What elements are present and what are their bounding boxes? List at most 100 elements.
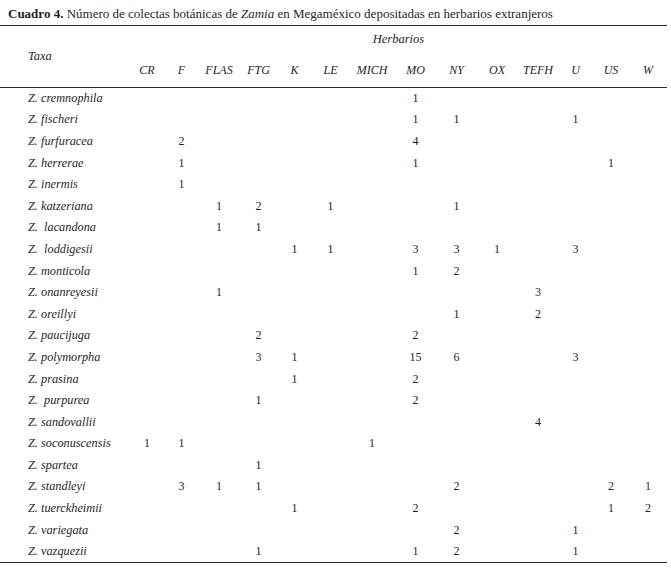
count-cell bbox=[311, 131, 350, 153]
count-cell: 1 bbox=[199, 476, 239, 498]
column-header-mo: MO bbox=[394, 54, 437, 88]
document-page: Cuadro 4. Número de colectas botánicas d… bbox=[0, 0, 671, 578]
count-cell bbox=[199, 433, 239, 455]
count-cell: 2 bbox=[239, 195, 278, 217]
count-cell: 1 bbox=[278, 347, 311, 369]
count-cell bbox=[593, 519, 629, 541]
count-cell bbox=[629, 88, 667, 110]
count-cell: 1 bbox=[278, 498, 311, 520]
count-cell bbox=[130, 411, 164, 433]
count-cell bbox=[130, 476, 164, 498]
count-cell bbox=[164, 519, 199, 541]
count-cell bbox=[476, 303, 518, 325]
count-cell bbox=[629, 368, 667, 390]
table-row: Z. loddigesii113313 bbox=[0, 239, 667, 261]
count-cell bbox=[199, 498, 239, 520]
count-cell bbox=[350, 541, 394, 563]
count-cell: 2 bbox=[629, 498, 667, 520]
count-cell bbox=[394, 174, 437, 196]
count-cell: 1 bbox=[437, 109, 476, 131]
taxon-name: Z. paucijuga bbox=[0, 325, 130, 347]
taxon-name: Z. inermis bbox=[0, 174, 130, 196]
count-cell bbox=[518, 390, 558, 412]
count-cell: 1 bbox=[394, 152, 437, 174]
count-cell bbox=[518, 109, 558, 131]
count-cell bbox=[350, 498, 394, 520]
count-cell bbox=[278, 282, 311, 304]
count-cell bbox=[239, 368, 278, 390]
count-cell: 1 bbox=[239, 476, 278, 498]
count-cell bbox=[629, 390, 667, 412]
count-cell bbox=[199, 260, 239, 282]
table-row: Z. paucijuga22 bbox=[0, 325, 667, 347]
column-header-ftg: FTG bbox=[239, 54, 278, 88]
count-cell bbox=[437, 411, 476, 433]
count-cell bbox=[199, 303, 239, 325]
taxon-name: Z. purpurea bbox=[0, 390, 130, 412]
count-cell bbox=[350, 455, 394, 477]
taxon-name: Z. loddigesii bbox=[0, 239, 130, 261]
count-cell bbox=[199, 88, 239, 110]
count-cell bbox=[629, 455, 667, 477]
count-cell bbox=[394, 217, 437, 239]
count-cell bbox=[350, 347, 394, 369]
count-cell bbox=[518, 433, 558, 455]
count-cell bbox=[239, 282, 278, 304]
count-cell bbox=[199, 541, 239, 563]
count-cell bbox=[593, 411, 629, 433]
count-cell: 3 bbox=[239, 347, 278, 369]
taxon-name: Z. standleyi bbox=[0, 476, 130, 498]
count-cell: 1 bbox=[394, 88, 437, 110]
count-cell bbox=[593, 174, 629, 196]
count-cell: 1 bbox=[199, 282, 239, 304]
count-cell bbox=[558, 433, 593, 455]
count-cell bbox=[278, 260, 311, 282]
count-cell bbox=[476, 174, 518, 196]
count-cell bbox=[518, 131, 558, 153]
taxon-name: Z. furfuracea bbox=[0, 131, 130, 153]
count-cell bbox=[239, 174, 278, 196]
count-cell bbox=[350, 390, 394, 412]
count-cell bbox=[164, 195, 199, 217]
count-cell: 1 bbox=[476, 239, 518, 261]
count-cell bbox=[593, 88, 629, 110]
count-cell bbox=[164, 455, 199, 477]
taxon-name: Z. herrerae bbox=[0, 152, 130, 174]
count-cell bbox=[239, 411, 278, 433]
count-cell bbox=[394, 195, 437, 217]
count-cell: 2 bbox=[394, 390, 437, 412]
count-cell: 1 bbox=[437, 303, 476, 325]
count-cell bbox=[593, 217, 629, 239]
count-cell bbox=[199, 411, 239, 433]
count-cell bbox=[199, 239, 239, 261]
count-cell bbox=[350, 195, 394, 217]
count-cell: 15 bbox=[394, 347, 437, 369]
table-row: Z. variegata21 bbox=[0, 519, 667, 541]
count-cell: 2 bbox=[437, 541, 476, 563]
count-cell bbox=[239, 498, 278, 520]
count-cell bbox=[593, 195, 629, 217]
count-cell bbox=[130, 368, 164, 390]
count-cell bbox=[629, 303, 667, 325]
count-cell bbox=[476, 260, 518, 282]
taxon-name: Z. spartea bbox=[0, 455, 130, 477]
count-cell bbox=[164, 217, 199, 239]
count-cell bbox=[518, 260, 558, 282]
count-cell bbox=[311, 217, 350, 239]
count-cell: 1 bbox=[199, 195, 239, 217]
column-header-mich: MICH bbox=[350, 54, 394, 88]
count-cell bbox=[199, 368, 239, 390]
count-cell: 2 bbox=[437, 260, 476, 282]
taxon-name: Z. katzeriana bbox=[0, 195, 130, 217]
table-row: Z. inermis1 bbox=[0, 174, 667, 196]
count-cell bbox=[476, 476, 518, 498]
count-cell bbox=[311, 88, 350, 110]
count-cell bbox=[476, 131, 518, 153]
count-cell bbox=[558, 455, 593, 477]
count-cell bbox=[239, 519, 278, 541]
column-header-ny: NY bbox=[437, 54, 476, 88]
count-cell bbox=[437, 282, 476, 304]
count-cell bbox=[239, 303, 278, 325]
count-cell bbox=[518, 541, 558, 563]
count-cell bbox=[558, 260, 593, 282]
